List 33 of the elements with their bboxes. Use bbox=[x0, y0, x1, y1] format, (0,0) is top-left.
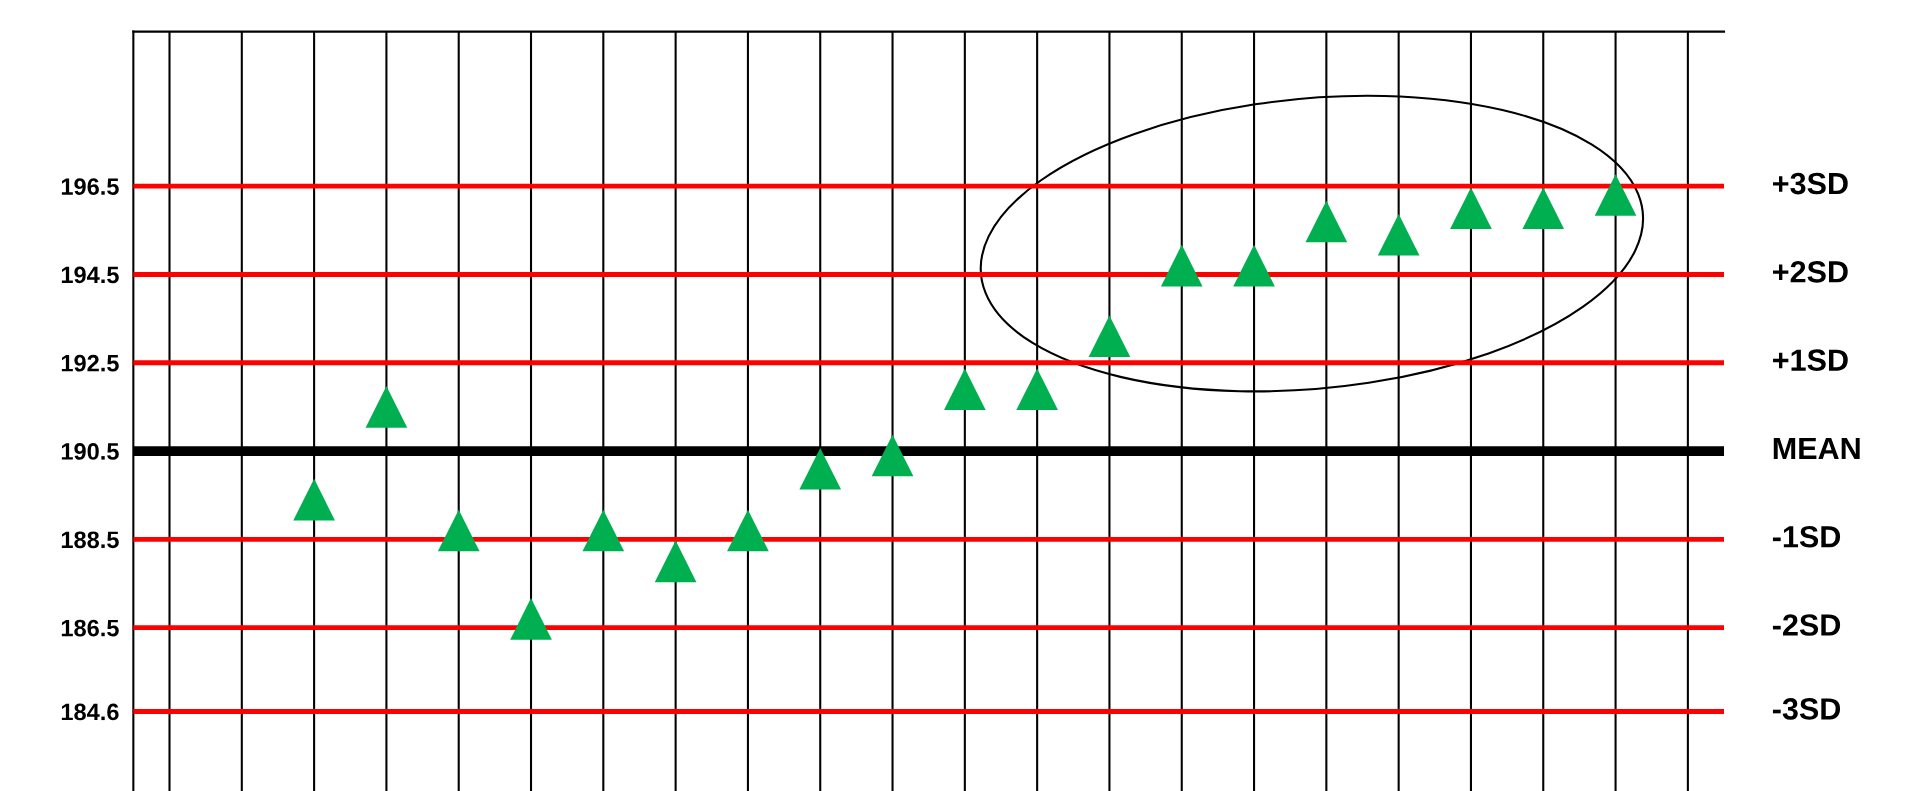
point bbox=[1016, 368, 1058, 411]
point bbox=[582, 509, 625, 552]
point bbox=[1160, 244, 1203, 287]
point bbox=[799, 447, 842, 490]
point bbox=[1450, 187, 1492, 230]
point bbox=[437, 509, 480, 552]
point bbox=[654, 540, 697, 583]
y-tick-label: 196.5 bbox=[61, 178, 119, 195]
point bbox=[1594, 174, 1637, 216]
ref-line-label: MEAN bbox=[1773, 437, 1860, 459]
point bbox=[944, 368, 986, 411]
point bbox=[727, 509, 769, 552]
point bbox=[871, 434, 914, 477]
y-tick-label: 184.6 bbox=[61, 703, 119, 721]
point bbox=[365, 386, 408, 428]
ref-line-label: -3SD bbox=[1772, 698, 1841, 720]
y-tick-label: 194.5 bbox=[61, 266, 119, 284]
point bbox=[1377, 213, 1420, 256]
y-tick-label: 188.5 bbox=[61, 531, 119, 549]
point bbox=[1233, 244, 1275, 287]
ref-line-label: -1SD bbox=[1772, 525, 1841, 548]
y-tick-label: 186.5 bbox=[61, 619, 119, 637]
y-tick-label: 192.5 bbox=[61, 354, 119, 372]
point bbox=[510, 597, 552, 640]
point bbox=[1305, 200, 1348, 243]
ref-line-label: -2SD bbox=[1772, 614, 1841, 636]
ref-line-label: +2SD bbox=[1773, 261, 1848, 283]
point bbox=[1522, 187, 1565, 230]
ref-line-label: +1SD bbox=[1773, 349, 1848, 371]
point bbox=[293, 478, 335, 521]
ref-line-label: +3SD bbox=[1773, 172, 1848, 195]
point bbox=[1088, 315, 1131, 358]
y-tick-label: 190.5 bbox=[61, 443, 119, 460]
